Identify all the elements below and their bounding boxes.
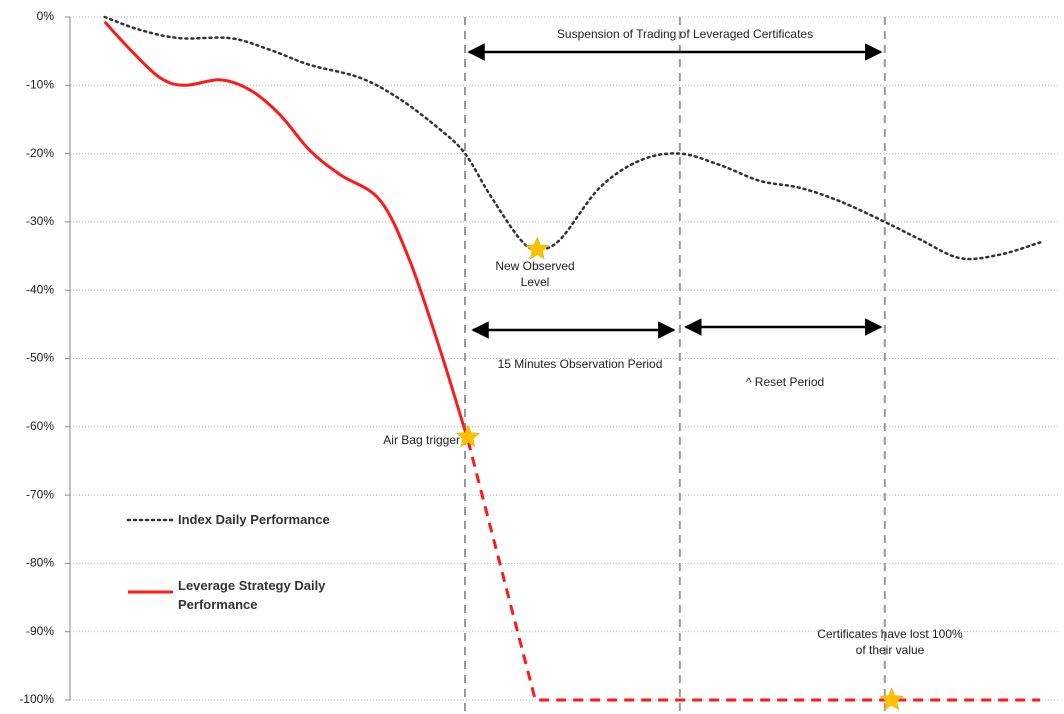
annotation: 15 Minutes Observation Period [497,357,663,371]
y-tick-label: -30% [26,214,54,228]
legend-label-box: Index Daily Performance [178,512,330,527]
series-line [103,20,470,441]
annotation-box: Air Bag trigger [383,433,460,447]
y-tick-label: -50% [26,351,54,365]
y-tick-label: -40% [26,282,54,296]
legend-label-box: Leverage Strategy Daily Performance [178,578,326,612]
y-tick-label: -90% [26,624,54,638]
y-tick-label: -20% [26,146,54,160]
annotation-box: Suspension of Trading of Leveraged Certi… [556,27,814,41]
legend-label: Index Daily Performance [178,512,330,527]
annotation: Suspension of Trading of Leveraged Certi… [556,27,814,41]
y-tick-label: -10% [26,77,54,91]
annotation-box: ^ Reset Period [745,375,825,389]
y-tick-label: -100% [19,692,54,706]
series-line [466,440,1041,702]
series-line [103,15,1042,261]
annotation: ^ Reset Period [745,375,825,389]
star-marker [525,236,550,260]
legend-label: Leverage Strategy Daily Performance [178,578,326,612]
annotation-box: New Observed Level [495,259,575,289]
annotation-box: Certificates have lost 100% of their val… [817,627,963,657]
annotation: Air Bag trigger [383,433,460,447]
y-tick-label: -70% [26,487,54,501]
star-marker [879,687,904,711]
annotation: Certificates have lost 100% of their val… [817,627,963,657]
y-tick-label: 0% [37,9,55,23]
y-tick-label: -60% [26,419,54,433]
annotation: New Observed Level [495,259,575,289]
star-marker [455,424,481,448]
annotation-box: 15 Minutes Observation Period [497,357,663,371]
y-tick-label: -80% [26,556,54,570]
